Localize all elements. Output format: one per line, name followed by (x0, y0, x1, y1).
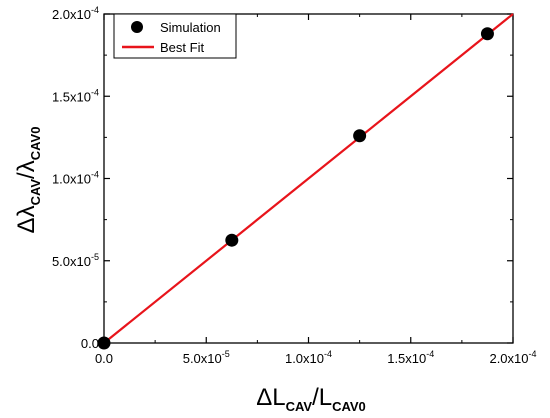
x-axis: 0.0 5.0x10-5 1.0x10-4 1.5x10-4 2.0x10-4 (95, 14, 537, 366)
x-tick-label: 5.0x10-5 (183, 349, 230, 366)
y-tick-label: 1.5x10-4 (52, 87, 99, 104)
legend-marker-simulation (131, 21, 143, 33)
legend: Simulation Best Fit (113, 13, 237, 59)
legend-label-simulation: Simulation (160, 20, 221, 35)
y-tick-label: 5.0x10-5 (52, 252, 99, 269)
x-tick-label: 1.5x10-4 (387, 349, 434, 366)
simulation-point (480, 27, 494, 41)
x-tick-label: 1.0x10-4 (285, 349, 332, 366)
simulation-point (353, 129, 367, 143)
y-axis: 0.0 5.0x10-5 1.0x10-4 1.5x10-4 2.0x10-4 (52, 5, 513, 351)
y-tick-label: 0.0 (81, 336, 99, 351)
simulation-point (225, 233, 239, 247)
y-tick-label: 2.0x10-4 (52, 5, 99, 22)
best-fit-line (103, 13, 514, 344)
legend-label-best-fit: Best Fit (160, 40, 204, 55)
x-axis-label: ΔLCAV/LCAV0 (256, 384, 366, 414)
legend-box (113, 13, 237, 59)
y-tick-label: 1.0x10-4 (52, 170, 99, 187)
x-tick-label: 0.0 (95, 351, 113, 366)
x-tick-label: 2.0x10-4 (489, 349, 536, 366)
y-axis-label: ΔλCAV/λCAV0 (13, 127, 43, 234)
series-layer (97, 13, 514, 350)
simulation-point (97, 336, 111, 350)
